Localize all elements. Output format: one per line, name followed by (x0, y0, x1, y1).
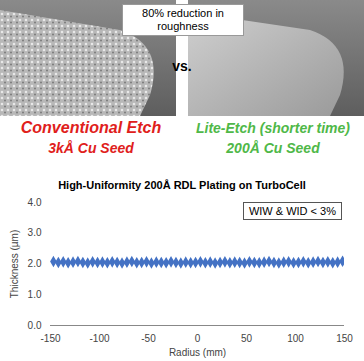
svg-text:Thickness (µm): Thickness (µm) (9, 230, 20, 299)
svg-text:-50: -50 (141, 333, 156, 344)
svg-text:4.0: 4.0 (28, 197, 42, 208)
svg-text:Radius (mm): Radius (mm) (169, 347, 226, 358)
html-text:Conventional Etch: Conventional Etch (20, 119, 162, 136)
svg-text:100: 100 (287, 333, 304, 344)
svg-text:0.0: 0.0 (28, 320, 42, 331)
svg-text:0: 0 (195, 333, 201, 344)
html-text:WIW & WID < 3%: WIW & WID < 3% (248, 205, 336, 217)
svg-text:50: 50 (241, 333, 253, 344)
html-text:Lite-Etch (shorter time): Lite-Etch (shorter time) (196, 120, 350, 136)
html-text:3kÅ Cu Seed: 3kÅ Cu Seed (48, 140, 134, 156)
html-text:vs.: vs. (172, 58, 192, 74)
svg-text:3.0: 3.0 (28, 227, 42, 238)
svg-text:2.0: 2.0 (28, 258, 42, 269)
svg-text:-150: -150 (40, 333, 60, 344)
html-text:High-Uniformity 200Å RDL Plati: High-Uniformity 200Å RDL Plating on Turb… (58, 179, 306, 191)
html-text:200Å Cu Seed: 200Å Cu Seed (226, 140, 320, 156)
svg-text:150: 150 (336, 333, 353, 344)
svg-text:-100: -100 (89, 333, 109, 344)
svg-text:1.0: 1.0 (28, 289, 42, 300)
html-text:80% reduction in roughness: 80% reduction in roughness (142, 7, 224, 32)
